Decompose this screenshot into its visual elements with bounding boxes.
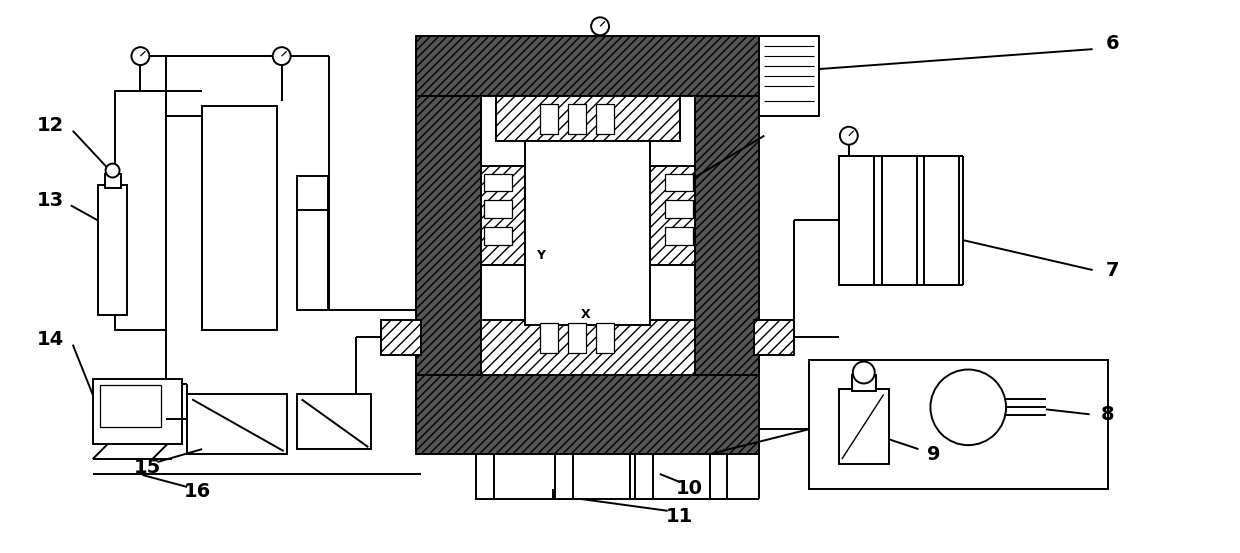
Bar xyxy=(596,323,614,353)
Bar xyxy=(202,106,277,330)
Circle shape xyxy=(131,47,149,65)
Bar xyxy=(417,369,759,454)
Bar xyxy=(665,227,693,245)
Bar xyxy=(709,454,728,499)
Bar xyxy=(476,454,494,499)
Bar xyxy=(839,389,889,464)
Bar xyxy=(556,454,573,499)
Text: 6: 6 xyxy=(1106,34,1120,53)
Bar xyxy=(754,320,794,354)
Bar xyxy=(93,379,182,444)
Bar xyxy=(481,96,694,369)
Bar xyxy=(665,200,693,218)
Bar xyxy=(650,165,694,265)
Bar xyxy=(839,155,874,285)
Circle shape xyxy=(853,362,874,383)
Bar xyxy=(417,96,481,374)
Text: 13: 13 xyxy=(37,191,64,210)
Bar xyxy=(98,185,128,315)
Bar xyxy=(481,320,694,374)
Bar xyxy=(665,174,693,191)
Bar xyxy=(925,155,960,285)
Bar xyxy=(481,165,526,265)
Bar xyxy=(381,320,422,354)
Text: X: X xyxy=(580,309,590,321)
Bar xyxy=(484,227,512,245)
Text: 16: 16 xyxy=(184,482,211,502)
Bar xyxy=(99,385,161,427)
Bar xyxy=(296,175,329,310)
Bar xyxy=(187,394,286,454)
Bar xyxy=(882,155,916,285)
Text: 14: 14 xyxy=(37,330,64,349)
Circle shape xyxy=(930,369,1006,445)
Bar xyxy=(417,36,759,101)
Bar xyxy=(808,359,1107,489)
Circle shape xyxy=(591,17,609,35)
Bar xyxy=(526,140,650,325)
Text: 12: 12 xyxy=(37,116,64,135)
Bar xyxy=(596,104,614,134)
Bar xyxy=(694,96,759,374)
Circle shape xyxy=(839,127,858,145)
Bar xyxy=(568,104,587,134)
Bar xyxy=(541,323,558,353)
Text: Y: Y xyxy=(536,249,544,262)
Bar xyxy=(114,91,166,330)
Text: 9: 9 xyxy=(926,445,940,463)
Bar xyxy=(568,323,587,353)
Circle shape xyxy=(273,47,290,65)
Text: 10: 10 xyxy=(676,479,703,498)
Text: 15: 15 xyxy=(134,457,161,477)
Bar xyxy=(484,200,512,218)
Bar xyxy=(296,394,371,449)
Bar xyxy=(496,96,680,140)
Text: 7: 7 xyxy=(1106,260,1120,279)
Bar xyxy=(541,104,558,134)
Bar xyxy=(759,36,818,116)
Bar xyxy=(104,174,120,189)
Text: 8: 8 xyxy=(1101,405,1115,424)
Text: 11: 11 xyxy=(666,507,693,526)
Bar xyxy=(852,374,875,392)
Circle shape xyxy=(105,164,119,178)
Bar xyxy=(484,174,512,191)
Bar xyxy=(635,454,652,499)
